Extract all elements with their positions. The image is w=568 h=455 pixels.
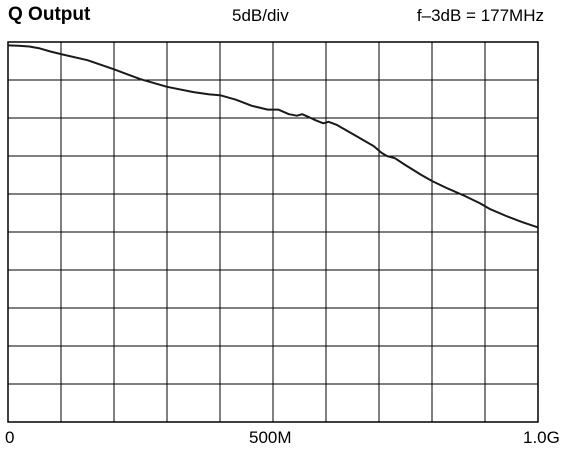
header-bandwidth: f–3dB = 177MHz [416,6,544,25]
header-title: Q Output [8,4,91,25]
grid [7,41,539,423]
x-tick-label: 1.0G [523,428,560,447]
x-tick-label: 500M [249,428,292,447]
series-group [7,44,539,229]
header-scale: 5dB/div [232,6,289,25]
plot-frame [7,41,539,423]
x-tick-label: 0 [5,428,15,447]
series-line [7,44,539,229]
